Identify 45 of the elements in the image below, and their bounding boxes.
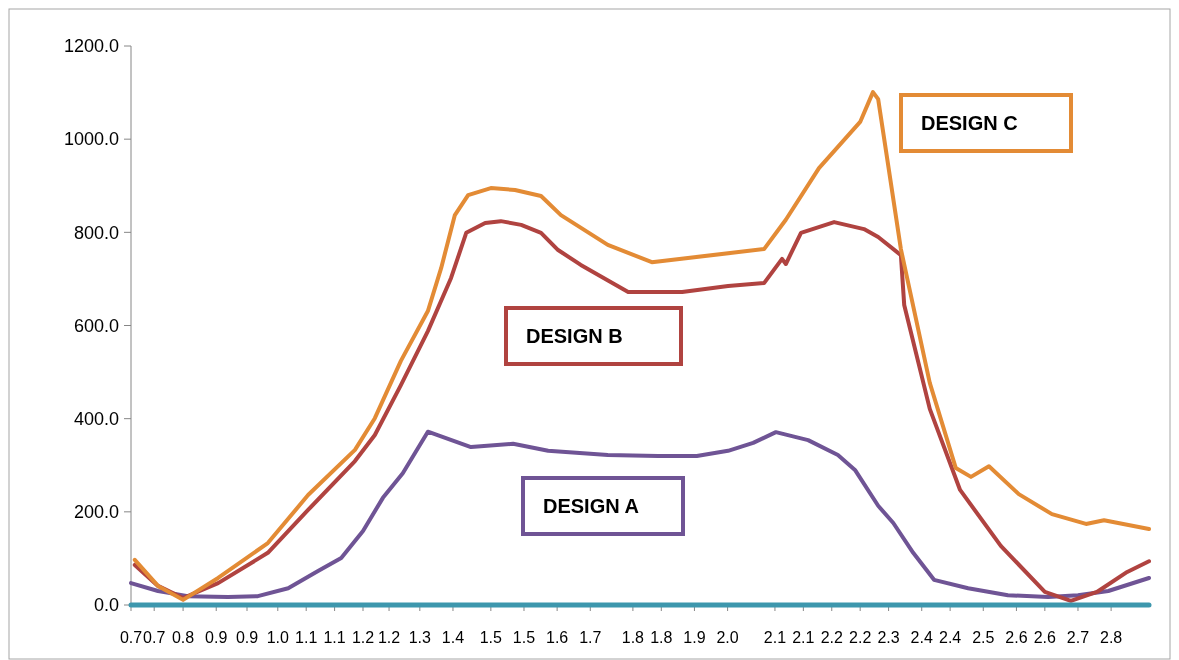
x-tick-label: 2.1 [763, 629, 787, 646]
x-tick-label: 1.5 [512, 629, 536, 646]
x-tick-label: 1.8 [621, 629, 645, 646]
x-tick-label: 1.0 [266, 629, 289, 646]
y-tick-label: 600.0 [73, 315, 119, 336]
x-tick-label: 0.9 [235, 629, 259, 646]
x-tick-label: 2.4 [910, 629, 933, 646]
x-tick-label: 1.2 [351, 629, 375, 646]
x-tick-label: 1.5 [479, 629, 503, 646]
x-tick-label: 2.6 [1005, 629, 1028, 646]
y-tick-label: 200.0 [73, 502, 119, 523]
x-tick-label: 2.2 [849, 629, 872, 646]
x-tick-label: 2.5 [972, 629, 995, 646]
line-series [132, 219, 1151, 603]
x-tick-label: 1.9 [683, 629, 706, 646]
line-series [132, 90, 1151, 602]
x-tick-label: 1.4 [441, 629, 465, 646]
y-tick-label: 0.0 [93, 595, 119, 616]
x-tick-label: 2.4 [939, 629, 962, 646]
x-tick-label: 2.7 [1066, 629, 1090, 646]
x-tick-label: 1.1 [323, 629, 346, 646]
x-tick-label: 1.7 [579, 629, 602, 646]
y-tick-label: 1000.0 [63, 129, 119, 150]
x-tick-label: 0.7 [143, 629, 166, 646]
x-tick-label: 2.8 [1100, 629, 1123, 646]
series-label: DESIGN A [543, 495, 639, 517]
x-tick-label: 2.0 [716, 629, 739, 646]
x-tick-label: 0.9 [205, 629, 228, 646]
y-tick-label: 1200.0 [63, 36, 119, 57]
line-series [129, 429, 1151, 600]
x-tick-label: 1.1 [295, 629, 318, 646]
x-tick-label: 1.6 [546, 629, 569, 646]
x-tick-label: 0.7 [119, 629, 143, 646]
x-tick-label: 2.3 [877, 629, 900, 646]
x-tick-label: 2.1 [792, 629, 815, 646]
x-tick-label: 2.2 [820, 629, 843, 646]
x-tick-label: 1.2 [377, 629, 401, 646]
series-label: DESIGN B [526, 325, 623, 347]
x-tick-label: 1.3 [408, 629, 432, 646]
x-tick-label: 1.8 [650, 629, 673, 646]
y-tick-label: 400.0 [73, 408, 119, 429]
y-tick-label: 800.0 [73, 222, 119, 243]
x-tick-label: 2.6 [1033, 629, 1057, 646]
series-label: DESIGN C [921, 112, 1018, 134]
x-tick-label: 0.8 [171, 629, 195, 646]
